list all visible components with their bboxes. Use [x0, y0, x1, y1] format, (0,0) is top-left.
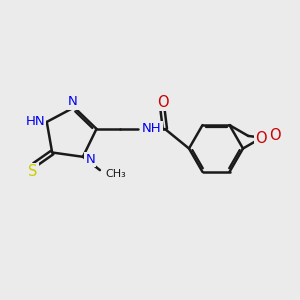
Text: CH₃: CH₃: [105, 169, 126, 179]
Text: HN: HN: [26, 115, 45, 128]
Text: NH: NH: [142, 122, 162, 135]
Text: S: S: [28, 164, 38, 179]
Text: O: O: [269, 128, 280, 143]
Text: O: O: [255, 131, 267, 146]
Text: N: N: [85, 153, 95, 166]
Text: O: O: [157, 95, 168, 110]
Text: N: N: [68, 95, 77, 109]
